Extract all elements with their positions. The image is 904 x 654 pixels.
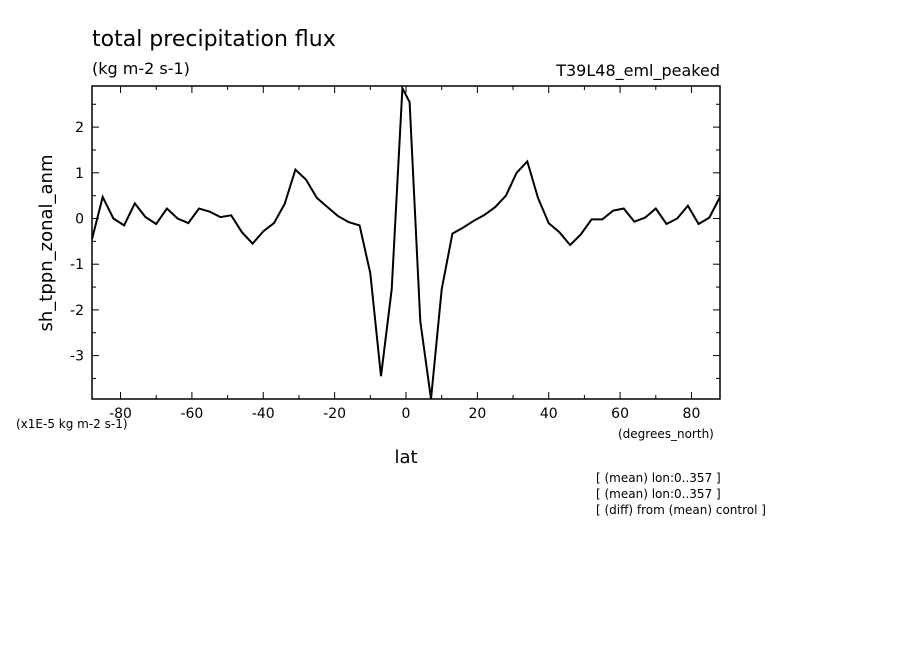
x-tick-label: -40 (252, 406, 275, 422)
chart-units: (kg m-2 s-1) (92, 59, 190, 78)
y-axis-label: sh_tppn_zonal_anm (36, 155, 57, 332)
x-tick-label: -20 (323, 406, 346, 422)
y-tick-label: -2 (70, 303, 84, 319)
series-line (91, 84, 721, 400)
note-3: [ (diff) from (mean) control ] (596, 503, 766, 517)
y-tick-label: 1 (75, 166, 84, 182)
plot-frame (91, 85, 721, 400)
x-tick-label: 20 (468, 406, 486, 422)
x-tick-label: 80 (683, 406, 701, 422)
tick-labels: -80 -60 -40 -20 0 20 40 60 80 2 1 0 -1 -2 -3 (70, 120, 700, 422)
x-tick-label: -80 (109, 406, 132, 422)
y-scale-note: (x1E-5 kg m-2 s-1) (16, 417, 128, 431)
x-tick-label: 0 (402, 406, 411, 422)
run-label: T39L48_eml_peaked (555, 61, 720, 81)
y-tick-label: -1 (70, 257, 84, 273)
x-tick-label: -60 (180, 406, 203, 422)
axis-ticks (92, 86, 720, 399)
x-tick-label: 40 (540, 406, 558, 422)
x-units-label: (degrees_north) (618, 427, 714, 441)
y-tick-label: 0 (75, 212, 84, 228)
note-1: [ (mean) lon:0..357 ] (596, 471, 721, 485)
y-tick-label: -3 (70, 349, 84, 365)
note-2: [ (mean) lon:0..357 ] (596, 487, 721, 501)
y-tick-label: 2 (75, 120, 84, 136)
x-tick-label: 60 (611, 406, 629, 422)
x-axis-label: lat (394, 447, 417, 468)
chart-title: total precipitation flux (92, 27, 336, 52)
